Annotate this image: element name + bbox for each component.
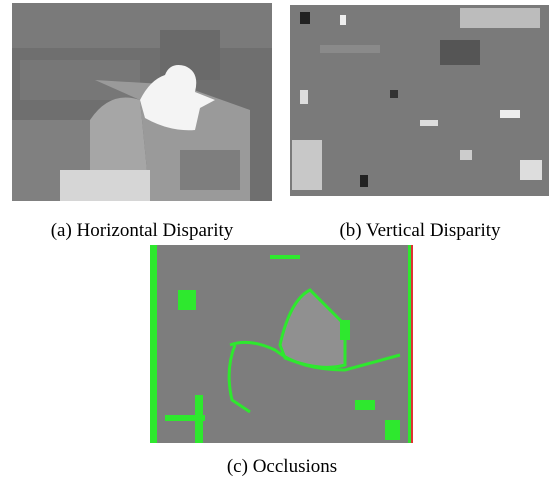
horizontal-disparity-image <box>12 3 272 201</box>
vertical-disparity-image <box>290 5 549 196</box>
caption: (a) Horizontal Disparity <box>51 220 234 241</box>
caption: (c) Occlusions <box>227 456 337 477</box>
occlusions-image <box>150 245 413 443</box>
caption: (b) Vertical Disparity <box>339 220 501 241</box>
figure: (a) Horizontal Disparity (b) Vertical Di… <box>0 0 551 484</box>
